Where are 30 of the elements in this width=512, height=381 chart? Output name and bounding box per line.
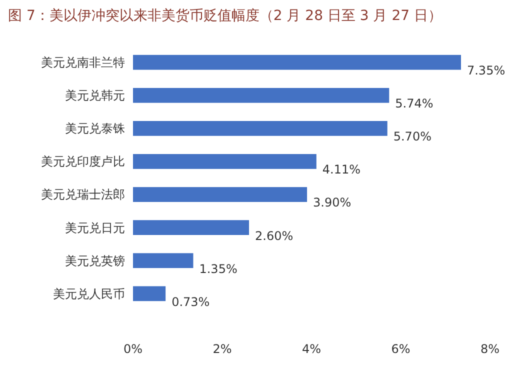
x-tick-label: 4%: [302, 342, 322, 356]
chart-title: 图 7：美以伊冲突以来非美货币贬值幅度（2 月 28 日至 3 月 27 日）: [8, 8, 442, 24]
x-tick-label: 6%: [391, 342, 410, 356]
data-label: 5.74%: [395, 96, 434, 111]
data-label: 3.90%: [313, 196, 352, 210]
y-tick-label: 美元兑英镑: [65, 254, 125, 268]
data-label: 1.35%: [199, 262, 238, 276]
bar: [133, 286, 166, 302]
y-tick-label: 美元兑印度卢比: [41, 154, 125, 169]
bar: [133, 54, 461, 70]
bar: [133, 88, 390, 103]
data-label: 0.73%: [172, 294, 210, 309]
data-label: 7.35%: [466, 64, 506, 78]
data-label: 2.60%: [255, 228, 294, 243]
y-tick-label: 美元兑瑞士法郎: [41, 188, 125, 202]
y-tick-label: 美元兑南非兰特: [41, 56, 125, 70]
y-tick-label: 美元兑人民币: [53, 286, 125, 301]
data-label: 5.70%: [393, 130, 432, 144]
bar: [133, 220, 250, 235]
x-tick-label: 2%: [212, 342, 232, 356]
bar: [133, 154, 316, 169]
bar: [133, 253, 194, 268]
y-tick-label: 美元兑泰铢: [65, 122, 125, 136]
y-tick-label: 美元兑日元: [65, 220, 125, 235]
x-tick-label: 0%: [123, 342, 143, 356]
bar: [133, 121, 388, 136]
bar: [133, 187, 308, 202]
data-label: 4.11%: [322, 162, 361, 177]
y-tick-label: 美元兑韩元: [65, 88, 125, 103]
x-tick-label: 8%: [480, 342, 500, 356]
